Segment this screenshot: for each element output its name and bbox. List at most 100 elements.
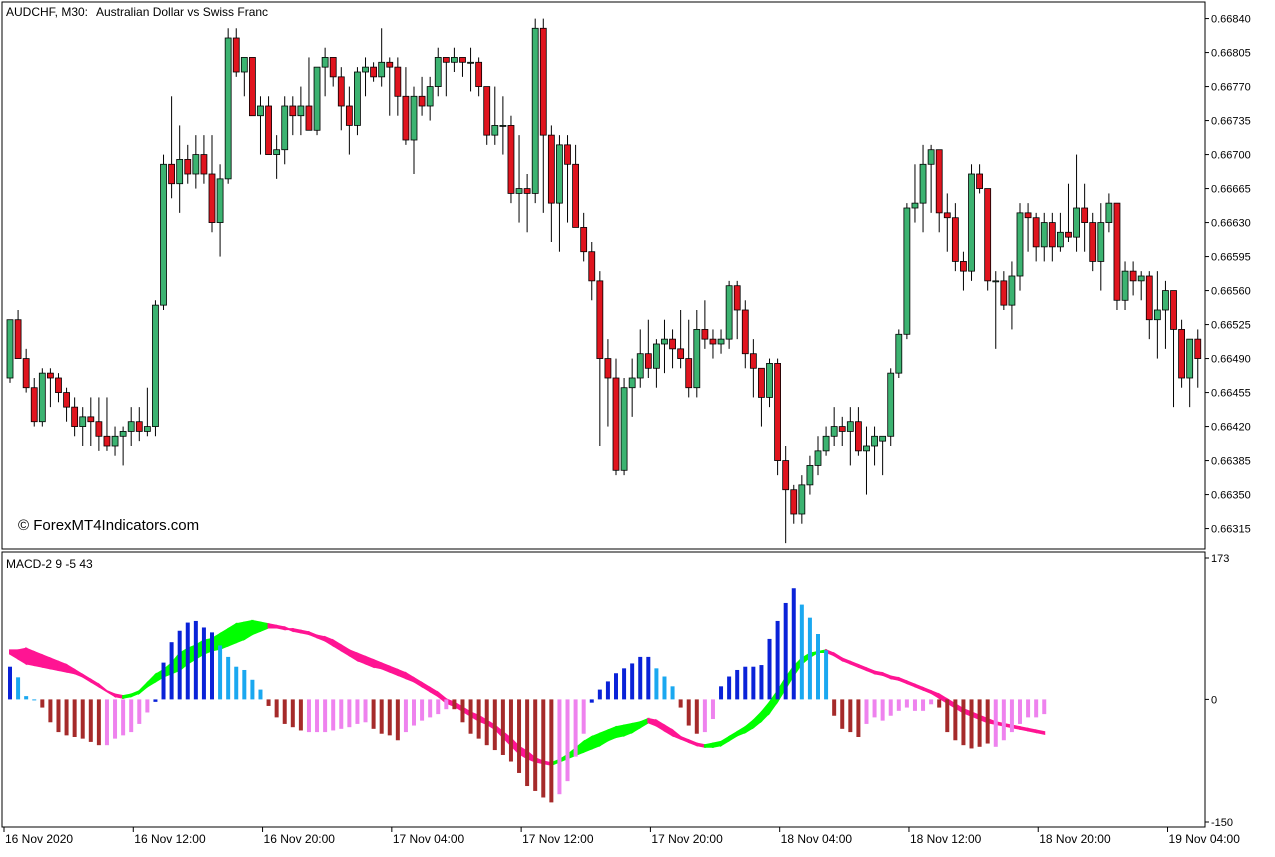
candle-body <box>677 348 685 359</box>
candle <box>1040 212 1048 262</box>
histogram-bar <box>961 699 966 746</box>
candle-body <box>564 144 571 165</box>
candle <box>1178 319 1185 388</box>
histogram-bar <box>856 699 861 737</box>
candle <box>1032 212 1040 262</box>
candle <box>919 144 927 233</box>
candle-body <box>345 105 353 126</box>
candle-body <box>1170 290 1177 330</box>
candle-body <box>588 251 596 282</box>
histogram-bar <box>379 699 384 734</box>
histogram-bar <box>1001 699 1006 741</box>
ribbon-bull-segment <box>227 622 238 647</box>
candle <box>830 407 838 446</box>
candle <box>588 242 596 301</box>
histogram-bar <box>977 699 982 747</box>
candle-body <box>1000 280 1008 306</box>
candle-body <box>636 353 644 379</box>
price-tick-label: 0.66420 <box>1211 422 1251 434</box>
histogram-bar <box>807 617 812 700</box>
candle <box>467 47 474 92</box>
candle-body <box>265 105 272 155</box>
histogram-bar <box>686 699 691 726</box>
time-tick-label: 18 Nov 12:00 <box>910 832 982 846</box>
histogram-bar <box>816 634 820 700</box>
candle-body <box>38 372 46 423</box>
candle <box>55 373 62 403</box>
candle-body <box>596 280 604 359</box>
candle <box>434 47 442 97</box>
candle-body <box>612 377 620 471</box>
candle <box>677 310 685 369</box>
price-tick-label: 0.66455 <box>1211 388 1251 400</box>
candle <box>71 397 79 437</box>
candle <box>313 66 321 136</box>
candle <box>160 154 167 310</box>
candle <box>669 329 676 369</box>
candle-body <box>321 57 329 68</box>
candle-body <box>968 173 975 272</box>
histogram-bar <box>492 699 497 751</box>
candle-body <box>790 489 798 515</box>
histogram-bar <box>921 699 926 711</box>
candle-body <box>378 61 386 78</box>
candle-body <box>693 329 701 389</box>
histogram-bar <box>864 699 869 724</box>
candle <box>289 96 297 136</box>
candle <box>725 280 733 349</box>
chart-symbol: AUDCHF, M30: <box>6 5 88 19</box>
histogram-bar <box>605 681 610 700</box>
histogram-bar <box>751 666 756 700</box>
histogram-bar <box>969 699 974 749</box>
candle <box>192 135 200 189</box>
candle-body <box>22 358 30 389</box>
candle-body <box>766 363 773 398</box>
ribbon-bear-segment <box>1019 725 1030 732</box>
candle-body <box>248 57 256 117</box>
histogram-bar <box>64 699 69 736</box>
candle-body <box>289 105 297 117</box>
candle-body <box>192 154 200 175</box>
histogram-bar <box>1018 699 1022 724</box>
candle <box>709 329 717 359</box>
indicator-axis: 173 0 -150 <box>1205 553 1233 829</box>
candle-body <box>329 57 337 78</box>
candle-body <box>63 392 70 408</box>
candle <box>354 67 361 136</box>
candle <box>1048 212 1056 262</box>
candle <box>394 57 402 116</box>
candle-body <box>200 154 208 175</box>
candle <box>1194 329 1202 388</box>
candle-body <box>475 61 483 87</box>
candle <box>572 144 579 228</box>
histogram-bar <box>759 665 764 700</box>
candle-body <box>1024 212 1032 219</box>
histogram-bar <box>985 699 990 744</box>
time-tick-label: 18 Nov 04:00 <box>781 832 853 846</box>
candle-body <box>1162 290 1169 311</box>
price-tick-label: 0.66490 <box>1211 354 1251 366</box>
ribbon-bear-segment <box>267 622 278 629</box>
histogram-bar <box>549 699 554 803</box>
candle-body <box>55 377 62 393</box>
candle-body <box>822 435 830 452</box>
candle <box>968 164 975 281</box>
candle <box>1016 203 1024 291</box>
candle-body <box>1178 329 1185 379</box>
candle-body <box>313 66 321 131</box>
candle <box>531 18 539 204</box>
candle-body <box>14 319 22 359</box>
histogram-bar <box>40 699 45 708</box>
candle-body <box>208 173 216 223</box>
histogram-bar <box>840 699 845 729</box>
candle <box>426 76 434 121</box>
candle-body <box>273 149 281 155</box>
candle-body <box>507 125 515 194</box>
histogram-bar <box>210 632 214 700</box>
candle-body <box>661 338 668 345</box>
candle <box>701 300 709 349</box>
candle <box>386 57 394 116</box>
candle-body <box>143 426 151 432</box>
candle <box>1097 203 1105 291</box>
candle-body <box>1186 338 1194 379</box>
